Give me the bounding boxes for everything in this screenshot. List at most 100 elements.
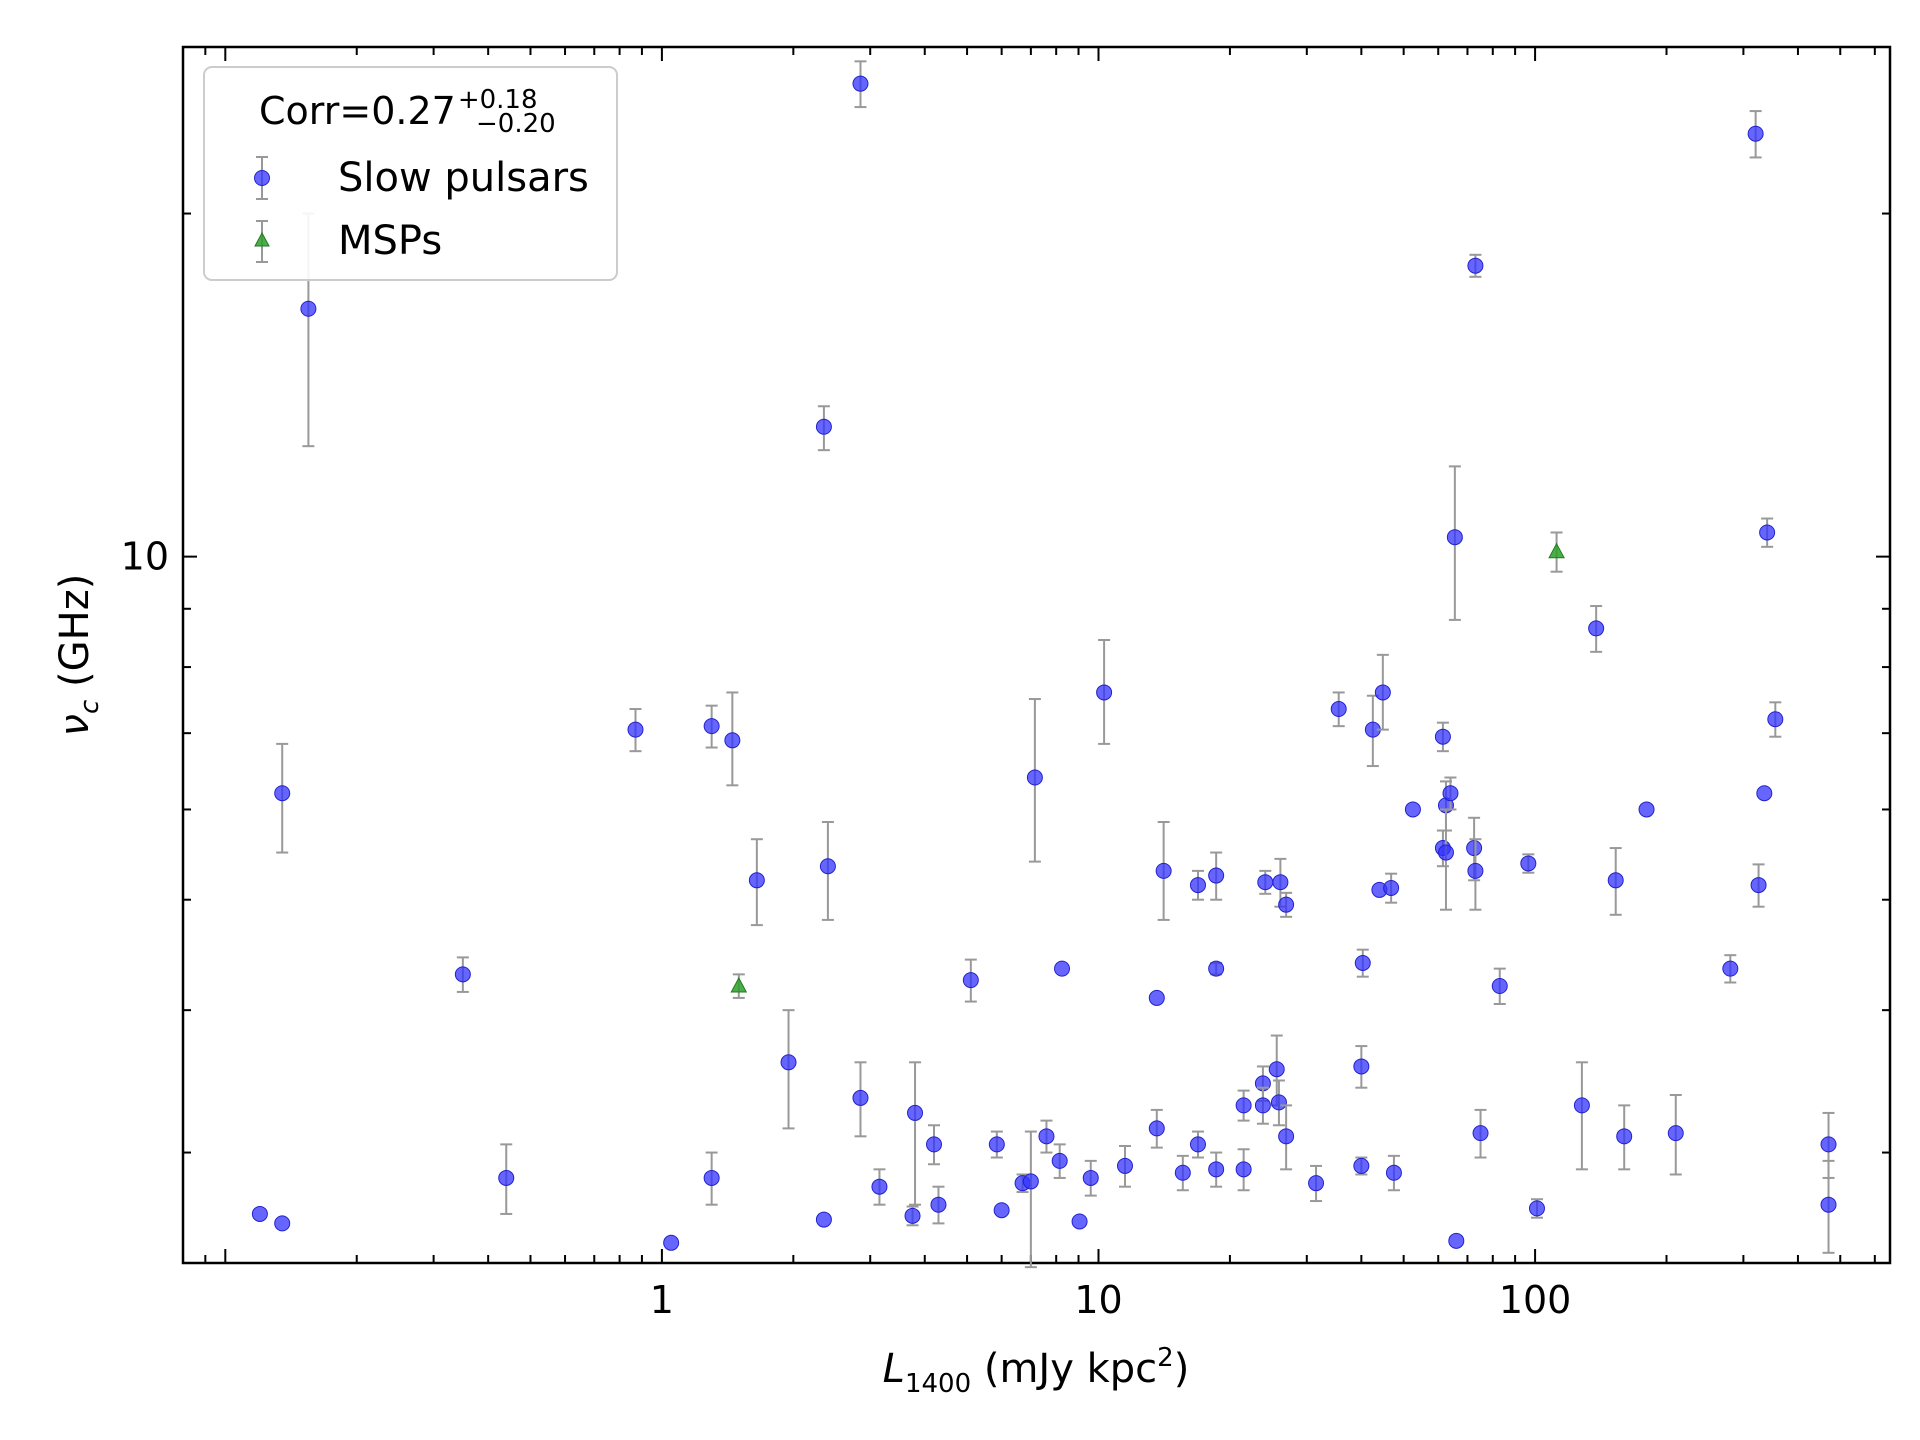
- slow-pulsar-point: [815, 405, 832, 452]
- slow-pulsar-point: [1208, 960, 1225, 977]
- slow-pulsar-point: [454, 956, 471, 993]
- slow-pulsar-point: [1096, 638, 1113, 745]
- marks-layer: [251, 60, 1837, 1269]
- slow-pulsar-marker: [1638, 801, 1655, 818]
- slow-pulsar-marker: [1268, 1061, 1285, 1078]
- slow-pulsar-marker: [1354, 954, 1371, 971]
- legend-marker-slow-pulsars: [254, 156, 270, 200]
- slow-pulsar-marker: [1750, 877, 1767, 894]
- slow-pulsar-point: [703, 1151, 720, 1206]
- slow-pulsar-marker: [627, 721, 644, 738]
- slow-pulsar-marker: [1096, 684, 1113, 701]
- slow-pulsar-point: [1208, 1151, 1225, 1188]
- slow-pulsar-marker: [852, 1089, 869, 1106]
- slow-pulsar-marker: [1467, 862, 1484, 879]
- slow-pulsar-point: [1667, 1093, 1684, 1176]
- slow-pulsar-point: [1446, 465, 1463, 621]
- slow-pulsar-point: [871, 1168, 888, 1206]
- slow-pulsar-marker: [300, 300, 317, 317]
- slow-pulsar-marker: [1573, 1097, 1590, 1114]
- slow-pulsar-marker: [1038, 1128, 1055, 1145]
- slow-pulsar-point: [498, 1143, 515, 1215]
- msp-marker: [1548, 542, 1565, 559]
- slow-pulsar-marker: [1308, 1175, 1325, 1192]
- slow-pulsar-point: [1270, 1079, 1287, 1127]
- slow-pulsar-marker: [1467, 257, 1484, 274]
- slow-pulsar-point: [627, 708, 644, 753]
- slow-pulsar-point: [703, 704, 720, 749]
- slow-pulsar-point: [1466, 816, 1483, 882]
- slow-pulsar-point: [988, 1130, 1005, 1159]
- slow-pulsar-marker: [1520, 855, 1537, 872]
- slow-pulsar-point: [1054, 960, 1071, 977]
- slow-pulsar-point: [1434, 721, 1451, 753]
- slow-pulsar-marker: [1189, 1136, 1206, 1153]
- slow-pulsar-point: [1364, 694, 1381, 768]
- slow-pulsar-point: [1437, 808, 1454, 911]
- slow-pulsar-marker: [1235, 1097, 1252, 1114]
- slow-pulsar-marker: [1155, 862, 1172, 879]
- slow-pulsar-point: [1383, 872, 1400, 904]
- slow-pulsar-marker: [1472, 1125, 1489, 1142]
- slow-pulsar-point: [1472, 1108, 1489, 1159]
- slow-pulsar-marker: [1189, 877, 1206, 894]
- slow-pulsar-point: [1448, 1232, 1465, 1249]
- slow-pulsar-marker: [1528, 1200, 1545, 1217]
- slow-pulsar-point: [852, 1061, 869, 1138]
- slow-pulsar-marker: [498, 1169, 515, 1186]
- slow-pulsar-point: [1756, 785, 1773, 802]
- slow-pulsar-point: [1235, 1148, 1252, 1192]
- slow-pulsar-marker: [1759, 524, 1776, 541]
- slow-pulsar-point: [1082, 1159, 1099, 1197]
- slow-pulsar-marker: [1466, 840, 1483, 857]
- slow-pulsar-marker: [1054, 960, 1071, 977]
- slow-pulsar-point: [1071, 1213, 1088, 1230]
- slow-pulsar-marker: [1404, 801, 1421, 818]
- slow-pulsar-marker: [1588, 620, 1605, 637]
- slow-pulsar-marker: [1820, 1136, 1837, 1153]
- slow-pulsar-marker: [1434, 728, 1451, 745]
- slow-pulsar-point: [1022, 1130, 1039, 1269]
- slow-pulsar-marker: [454, 966, 471, 983]
- slow-pulsar-point: [815, 1211, 832, 1228]
- x-tick-label: 10: [1074, 1278, 1122, 1322]
- slow-pulsar-marker: [815, 1211, 832, 1228]
- slow-pulsar-point: [748, 838, 765, 927]
- y-axis-label: νc (GHz): [52, 574, 105, 737]
- slow-pulsar-marker: [1446, 529, 1463, 546]
- slow-pulsar-marker: [852, 75, 869, 92]
- slow-pulsar-point: [780, 1009, 797, 1130]
- slow-pulsar-marker: [663, 1234, 680, 1251]
- plot-frame: [181, 45, 1892, 1265]
- slow-pulsar-point: [1155, 820, 1172, 921]
- slow-pulsar-point: [1747, 110, 1764, 159]
- legend-label-slow-pulsars: Slow pulsars: [338, 155, 589, 201]
- slow-pulsar-marker: [748, 872, 765, 889]
- slow-pulsar-point: [1528, 1198, 1545, 1219]
- slow-pulsar-point: [819, 820, 836, 921]
- slow-pulsar-point: [852, 60, 869, 109]
- slow-pulsar-marker: [1208, 867, 1225, 884]
- slow-pulsar-point: [251, 1205, 268, 1222]
- slow-pulsar-marker: [930, 1196, 947, 1213]
- slow-pulsar-marker: [1607, 872, 1624, 889]
- slow-pulsar-marker: [1208, 960, 1225, 977]
- slow-pulsar-point: [1759, 517, 1776, 548]
- slow-pulsar-marker: [1257, 874, 1274, 891]
- y-tick-label: 10: [121, 535, 169, 579]
- slow-pulsar-marker: [274, 1215, 291, 1232]
- legend-title-sub: −0.20: [476, 109, 556, 139]
- x-axis-label: L1400 (mJy kpc2): [883, 1343, 1190, 1399]
- slow-pulsar-marker: [1208, 1161, 1225, 1178]
- slow-pulsar-point: [1467, 838, 1484, 911]
- slow-pulsar-point: [1750, 863, 1767, 908]
- slow-pulsar-marker: [1148, 989, 1165, 1006]
- slow-pulsar-marker: [1026, 769, 1043, 786]
- slow-pulsar-marker: [1330, 701, 1347, 718]
- slow-pulsar-point: [1767, 701, 1784, 738]
- slow-pulsar-marker: [904, 1207, 921, 1224]
- slow-pulsar-marker: [1270, 1094, 1287, 1111]
- slow-pulsar-marker: [1174, 1164, 1191, 1181]
- slow-pulsar-point: [1491, 967, 1508, 1006]
- legend-label-msps: MSPs: [338, 218, 442, 264]
